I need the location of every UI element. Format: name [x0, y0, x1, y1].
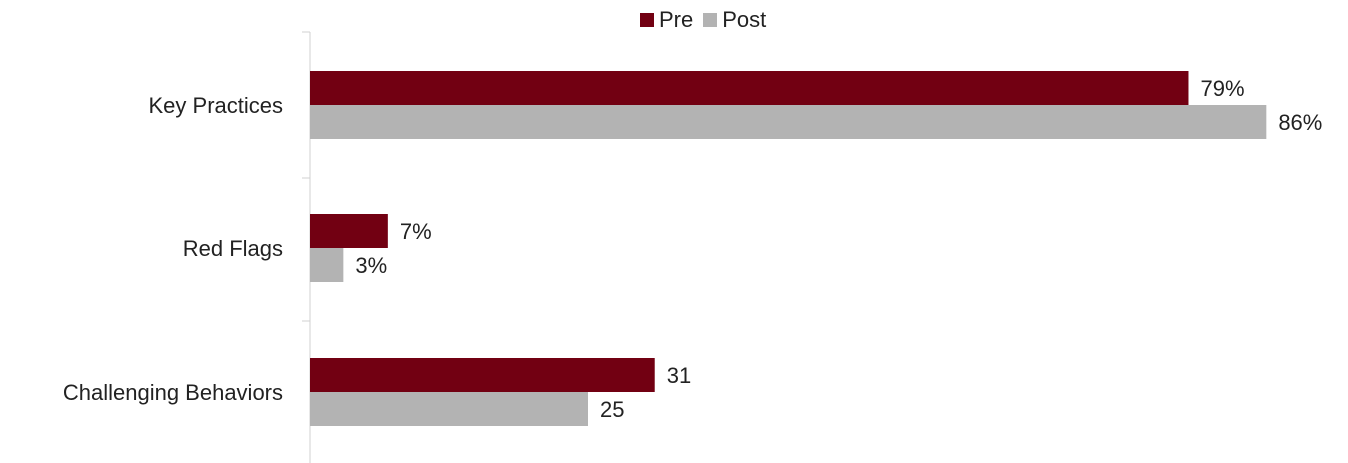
legend-swatch-post	[703, 13, 718, 27]
bar-pre-key-practices	[310, 71, 1189, 105]
bar-pre-red-flags	[310, 214, 388, 248]
chart-legend: Pre Post	[640, 6, 776, 34]
legend-label-pre: Pre	[659, 7, 694, 32]
category-label-red-flags: Red Flags	[183, 236, 283, 261]
data-label-post-red-flags: 3%	[355, 253, 387, 278]
bar-post-red-flags	[310, 248, 344, 282]
legend-item-post: Post	[703, 7, 766, 33]
category-label-key-practices: Key Practices	[149, 93, 284, 118]
data-label-post-challenging-behaviors: 25	[600, 397, 624, 422]
legend-item-pre: Pre	[640, 7, 693, 33]
legend-label-post: Post	[722, 7, 767, 32]
legend-swatch-pre	[640, 13, 654, 27]
data-label-pre-red-flags: 7%	[400, 219, 432, 244]
bar-post-challenging-behaviors	[310, 392, 588, 426]
bar-post-key-practices	[310, 105, 1267, 139]
bar-pre-challenging-behaviors	[310, 358, 655, 392]
data-label-pre-challenging-behaviors: 31	[667, 363, 691, 388]
data-label-pre-key-practices: 79%	[1200, 76, 1244, 101]
data-label-post-key-practices: 86%	[1278, 110, 1322, 135]
category-label-challenging-behaviors: Challenging Behaviors	[63, 380, 283, 405]
